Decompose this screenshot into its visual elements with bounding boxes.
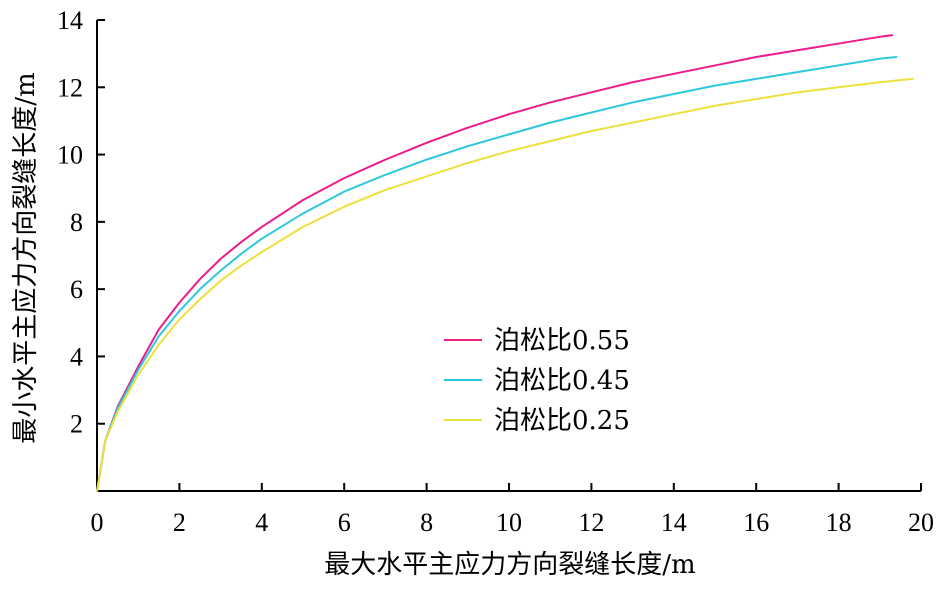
- series-line-2: [96, 56, 898, 492]
- legend-label: 泊松比0.45: [494, 366, 630, 396]
- legend-label: 泊松比0.55: [494, 326, 630, 356]
- y-axis-title: 最小水平主应力方向裂缝长度/m: [11, 72, 41, 443]
- y-tick-label: 12: [57, 73, 83, 102]
- x-tick-label: 14: [661, 508, 687, 537]
- series-line-3: [96, 77, 914, 492]
- series-layer: [96, 34, 914, 492]
- y-tick-label: 10: [57, 141, 83, 170]
- y-tick-label: 8: [70, 208, 83, 237]
- x-tick-label: 6: [338, 508, 351, 537]
- y-tick-label: 2: [70, 410, 83, 439]
- legend: 泊松比0.55 泊松比0.45 泊松比0.25: [444, 326, 630, 436]
- legend-label: 泊松比0.25: [494, 406, 630, 436]
- y-tick-label: 4: [70, 342, 83, 371]
- y-tick-label: 14: [57, 6, 83, 35]
- series-line-1: [96, 34, 894, 492]
- x-tick-label: 10: [496, 508, 522, 537]
- x-tick-label: 20: [908, 508, 934, 537]
- x-tick-label: 2: [173, 508, 186, 537]
- x-tick-label: 0: [91, 508, 104, 537]
- x-axis-title: 最大水平主应力方向裂缝长度/m: [324, 550, 695, 580]
- x-tick-label: 18: [826, 508, 852, 537]
- x-tick-label: 4: [255, 508, 268, 537]
- x-tick-label: 8: [420, 508, 433, 537]
- axes: 0 2 4 6 8 10 12 14 16 18 20 2 4 6 8 10 12 14: [57, 6, 934, 537]
- x-tick-label: 16: [743, 508, 769, 537]
- x-tick-label: 12: [578, 508, 604, 537]
- y-tick-label: 6: [70, 275, 83, 304]
